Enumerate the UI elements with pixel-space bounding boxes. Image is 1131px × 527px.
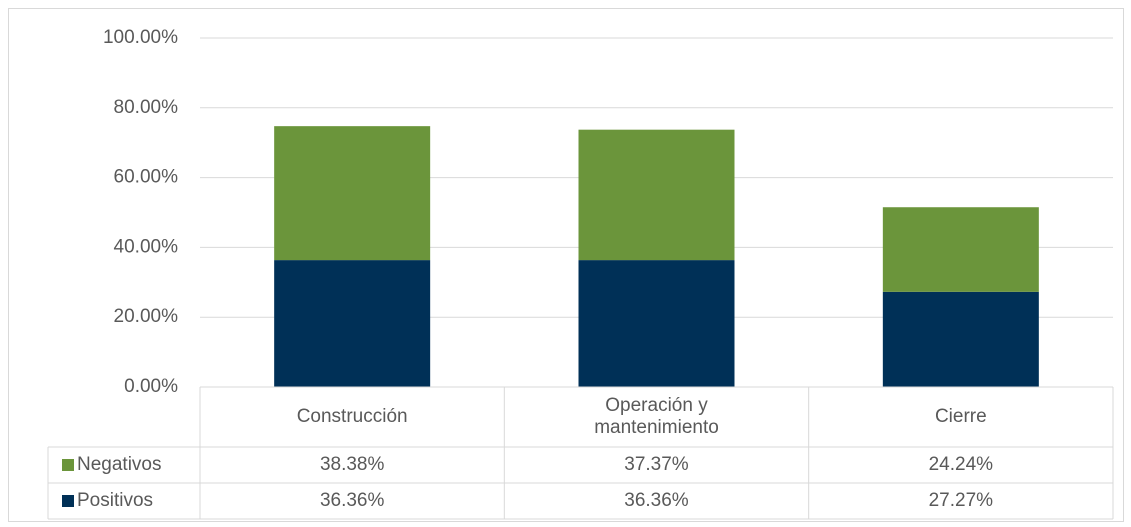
y-tick-label: 40.00% [114, 236, 179, 257]
table-value: 24.24% [929, 454, 994, 475]
legend-swatch [62, 495, 74, 507]
bar-segment [578, 129, 735, 261]
legend-label: Negativos [77, 454, 162, 475]
table-value: 36.36% [624, 490, 689, 511]
x-tick-label: Operación y mantenimiento [594, 395, 719, 438]
y-tick-label: 60.00% [114, 167, 179, 188]
table-value: 37.37% [624, 454, 689, 475]
table-value: 36.36% [320, 490, 385, 511]
bar-segment [578, 260, 735, 387]
legend-label: Positivos [77, 490, 153, 511]
y-tick-label: 0.00% [124, 376, 178, 397]
y-tick-label: 100.00% [103, 27, 178, 48]
table-value: 27.27% [929, 490, 994, 511]
y-tick-label: 20.00% [114, 306, 179, 327]
table-value: 38.38% [320, 454, 385, 475]
legend-swatch [62, 459, 74, 471]
bar-segment [882, 207, 1039, 292]
bar-segment [882, 291, 1039, 387]
y-tick-label: 80.00% [114, 97, 179, 118]
bar-segment [274, 260, 431, 387]
x-tick-label: Cierre [934, 406, 987, 427]
x-tick-label: Construcción [296, 406, 408, 427]
bar-segment [274, 126, 431, 261]
